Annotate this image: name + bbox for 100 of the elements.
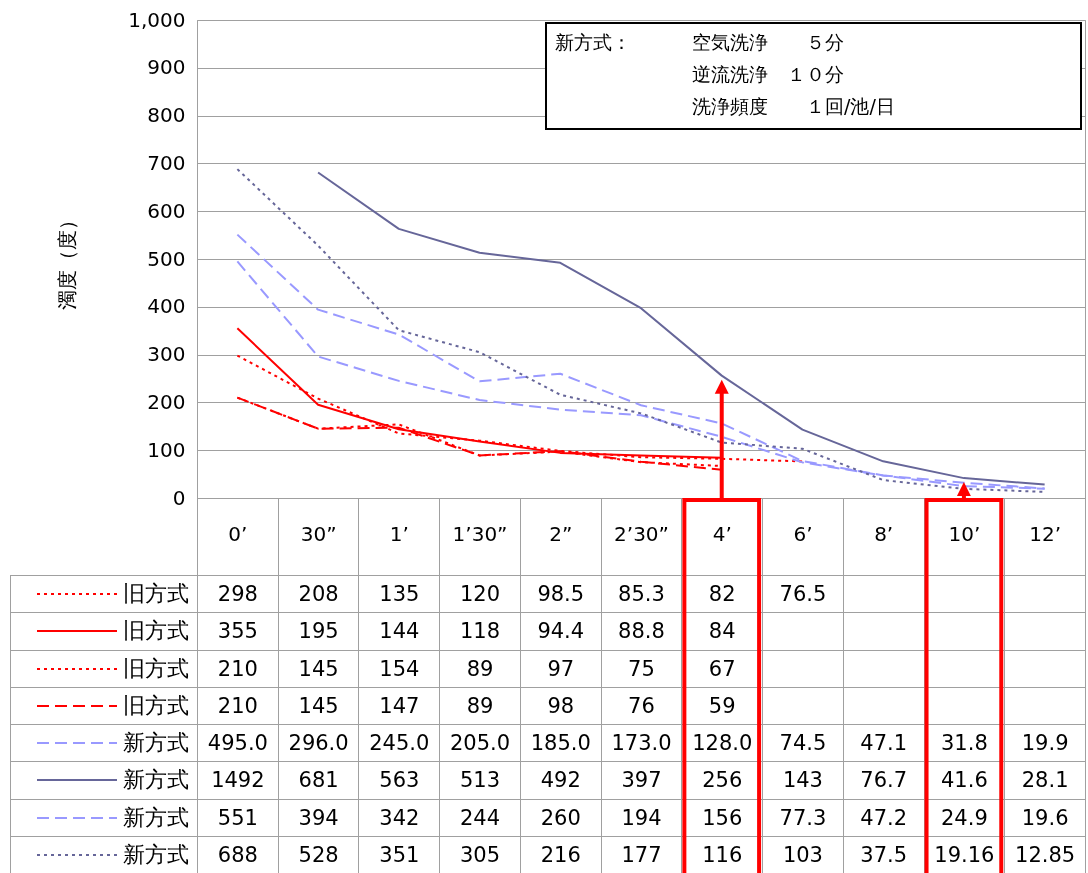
data-label: 24.9	[923, 798, 1006, 837]
y-tick-label: 300	[147, 342, 186, 367]
data-label: 47.1	[842, 724, 925, 763]
data-label: 31.8	[923, 724, 1006, 763]
data-label: 173.0	[600, 724, 683, 763]
data-label: 563	[358, 761, 441, 800]
data-label: 37.5	[842, 835, 925, 873]
x-tick-label: 12’	[1029, 521, 1062, 546]
data-label: 216	[519, 835, 602, 873]
legend-label: 旧方式	[123, 654, 189, 683]
data-label: 82	[681, 575, 764, 614]
annotation: 空気洗浄 ５分	[692, 30, 844, 55]
data-label: 194	[600, 798, 683, 837]
data-label: 185.0	[519, 724, 602, 763]
y-tick-label: 0	[172, 485, 186, 510]
data-label: 296.0	[277, 724, 360, 763]
data-label: 495.0	[197, 724, 279, 763]
data-label: 298	[197, 575, 279, 614]
data-label: 89	[439, 686, 521, 725]
data-label: 89	[439, 649, 521, 688]
text: 1492	[211, 768, 265, 793]
data-label: 351	[358, 835, 441, 873]
data-label: 88.8	[600, 612, 683, 651]
data-label: 97	[519, 649, 602, 688]
data-label: 84	[681, 612, 764, 651]
legend-label: 旧方式	[123, 691, 189, 720]
data-label: 245.0	[358, 724, 441, 763]
y-tick-label: 900	[147, 55, 186, 80]
legend-label: 新方式	[123, 803, 189, 832]
data-label: 19.9	[1004, 724, 1086, 763]
data-label: 19.6	[1004, 798, 1086, 837]
data-label: 41.6	[923, 761, 1006, 800]
data-label: 47.2	[842, 798, 925, 837]
data-label: 397	[600, 761, 683, 800]
y-tick-label: 700	[147, 150, 186, 175]
x-tick-label: 1’30”	[452, 521, 508, 546]
data-label: 210	[197, 686, 279, 725]
data-label: 394	[277, 798, 360, 837]
data-label: 135	[358, 575, 441, 614]
data-label: 256	[681, 761, 764, 800]
data-label: 195	[277, 612, 360, 651]
annotation: 洗浄頻度 １回/池/日	[692, 94, 895, 119]
data-label: 19.16	[923, 835, 1006, 873]
y-tick-label: 100	[147, 437, 186, 462]
data-label: 76.7	[842, 761, 925, 800]
data-label: 551	[197, 798, 279, 837]
data-label: 12.85	[1004, 835, 1086, 873]
data-label: 688	[197, 835, 279, 873]
x-tick-label: 0’	[228, 521, 248, 546]
data-label: 513	[439, 761, 521, 800]
data-label: 77.3	[762, 798, 844, 837]
data-label: 98	[519, 686, 602, 725]
x-tick-label: 30”	[300, 521, 337, 546]
data-label: 67	[681, 649, 764, 688]
data-label: 681	[277, 761, 360, 800]
data-label: 28.1	[1004, 761, 1086, 800]
legend-label: 新方式	[123, 840, 189, 869]
data-label: 355	[197, 612, 279, 651]
x-tick-label: 8’	[874, 521, 894, 546]
data-label: 260	[519, 798, 602, 837]
data-label: 145	[277, 686, 360, 725]
y-tick-label: 200	[147, 389, 186, 414]
data-label: 492	[519, 761, 602, 800]
legend-label: 旧方式	[123, 617, 189, 646]
data-label: 205.0	[439, 724, 521, 763]
y-tick-label: 600	[147, 198, 186, 223]
y-tick-label: 500	[147, 246, 186, 271]
data-label: 154	[358, 649, 441, 688]
data-label: 143	[762, 761, 844, 800]
x-tick-label: 2”	[549, 521, 573, 546]
data-label: 210	[197, 649, 279, 688]
x-tick-label: 2’30”	[614, 521, 669, 546]
data-label: 144	[358, 612, 441, 651]
legend-label: 新方式	[123, 766, 189, 795]
y-tick-label: 800	[147, 103, 186, 128]
data-label: 145	[277, 649, 360, 688]
data-label: 120	[439, 575, 521, 614]
data-label: 98.5	[519, 575, 602, 614]
data-label: 94.4	[519, 612, 602, 651]
data-label: 156	[681, 798, 764, 837]
data-label: 85.3	[600, 575, 683, 614]
data-label: 118	[439, 612, 521, 651]
data-label: 208	[277, 575, 360, 614]
x-tick-label: 6’	[793, 521, 813, 546]
data-label: 244	[439, 798, 521, 837]
data-label: 76	[600, 686, 683, 725]
data-label: 528	[277, 835, 360, 873]
y-axis-title: 濁度（度）	[55, 209, 80, 310]
data-label: 75	[600, 649, 683, 688]
data-label: 74.5	[762, 724, 844, 763]
x-tick-label: 10’	[948, 521, 981, 546]
data-label: 305	[439, 835, 521, 873]
data-label: 177	[600, 835, 683, 873]
data-label: 342	[358, 798, 441, 837]
legend-label: 旧方式	[123, 580, 189, 609]
x-tick-label: 1’	[389, 521, 409, 546]
annotation: 新方式：	[555, 30, 631, 55]
data-label: 59	[681, 686, 764, 725]
y-tick-label: 1,000	[128, 7, 186, 32]
data-label: 103	[762, 835, 844, 873]
